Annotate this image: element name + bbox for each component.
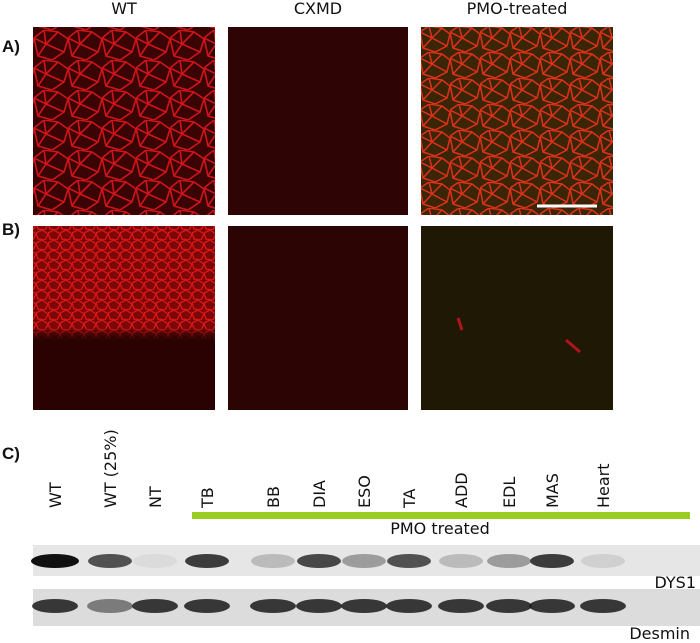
lane-labels: WT WT (25%) NT TB BB DIA ESO TA ADD EDL MAS Heart xyxy=(46,429,613,509)
micrograph xyxy=(228,27,408,215)
micrographs-a xyxy=(33,27,613,215)
band xyxy=(581,554,625,568)
micrograph xyxy=(33,27,215,215)
lane-label: ADD xyxy=(452,472,471,508)
group-label: PMO treated xyxy=(390,519,490,538)
panel-label: C) xyxy=(2,444,20,463)
column-header: PMO-treated xyxy=(467,0,568,18)
band xyxy=(296,599,342,613)
lane-label: WT xyxy=(46,482,65,508)
band xyxy=(297,554,341,568)
micrograph-shade xyxy=(33,226,215,410)
band xyxy=(88,554,132,568)
column-headers: WT CXMD PMO-treated xyxy=(111,0,567,18)
band xyxy=(32,599,78,613)
band xyxy=(133,554,177,568)
band xyxy=(341,599,387,613)
lane-label: Heart xyxy=(594,463,613,508)
blot xyxy=(33,545,700,576)
band xyxy=(386,599,432,613)
band xyxy=(439,554,483,568)
micrograph xyxy=(421,27,613,215)
lane-label: BB xyxy=(264,486,283,508)
band xyxy=(487,554,531,568)
blot-label: DYS1 xyxy=(654,573,696,592)
panel-label: B) xyxy=(2,220,20,239)
lane-label: WT (25%) xyxy=(101,429,120,508)
column-header: CXMD xyxy=(294,0,342,18)
band xyxy=(387,554,431,568)
band xyxy=(486,599,532,613)
group-bar xyxy=(192,512,690,519)
lane-label: NT xyxy=(146,486,165,508)
band xyxy=(250,599,296,613)
band xyxy=(132,599,178,613)
column-header: WT xyxy=(111,0,137,18)
blot-bands xyxy=(32,599,626,613)
lane-label: ESO xyxy=(355,475,374,508)
band xyxy=(31,554,79,568)
lane-label: TB xyxy=(198,487,217,509)
stain-spot xyxy=(456,317,581,354)
band xyxy=(342,554,386,568)
band xyxy=(185,554,229,568)
blot-bands xyxy=(31,554,625,568)
lane-label: DIA xyxy=(310,480,329,508)
band xyxy=(580,599,626,613)
lane-label: MAS xyxy=(543,473,562,508)
blot-label: Desmin xyxy=(629,624,690,643)
band xyxy=(184,599,230,613)
band xyxy=(87,599,133,613)
lane-label: TA xyxy=(400,488,419,509)
band xyxy=(438,599,484,613)
band xyxy=(251,554,295,568)
micrographs-b xyxy=(33,226,613,410)
band xyxy=(529,599,575,613)
band xyxy=(530,554,574,568)
lane-label: EDL xyxy=(500,477,519,508)
micrograph xyxy=(228,226,408,410)
micrograph xyxy=(421,226,613,410)
panel-label: A) xyxy=(2,37,20,56)
